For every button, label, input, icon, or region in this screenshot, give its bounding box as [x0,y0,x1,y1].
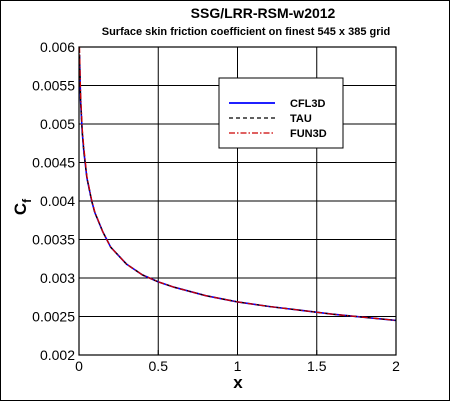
ticks: 0 0.5 1 1.5 2 0.002 0.0025 0.003 0.0035 0.004 0.00… [32,39,400,374]
chart-title: SSG/LRR-RSM-w2012 [191,5,336,21]
y-tick-label: 0.0045 [32,155,75,171]
x-tick-label: 0 [75,358,83,374]
legend-box [218,77,344,149]
y-tick-label: 0.003 [40,270,75,286]
y-axis-label-subscript: f [20,198,34,203]
legend-label-tau: TAU [290,113,312,125]
y-tick-label: 0.004 [40,193,75,209]
y-tick-label: 0.0055 [32,78,75,94]
plot-area-border [78,46,397,356]
x-axis-label: x [233,373,243,392]
y-tick-label: 0.005 [40,116,75,132]
x-tick-label: 1.5 [307,358,327,374]
series-line-fun3d [78,46,397,322]
y-tick-label: 0.0025 [32,309,75,325]
chart-subtitle: Surface skin friction coefficient on fin… [102,26,391,38]
y-axis-label-main: C [11,203,30,215]
y-axis-label: Cf [11,198,34,215]
svg-text:Cf: Cf [11,198,34,215]
series-lines [78,46,397,322]
x-tick-label: 2 [392,358,400,374]
y-tick-label: 0.006 [40,39,75,55]
y-tick-label: 0.002 [40,347,75,363]
legend-label-cfl3d: CFL3D [290,98,326,110]
y-tick-label: 0.0035 [32,232,75,248]
x-tick-label: 1 [234,358,242,374]
legend-label-fun3d: FUN3D [290,128,327,140]
legend: CFL3D TAU FUN3D [218,77,344,149]
x-tick-label: 0.5 [149,358,169,374]
